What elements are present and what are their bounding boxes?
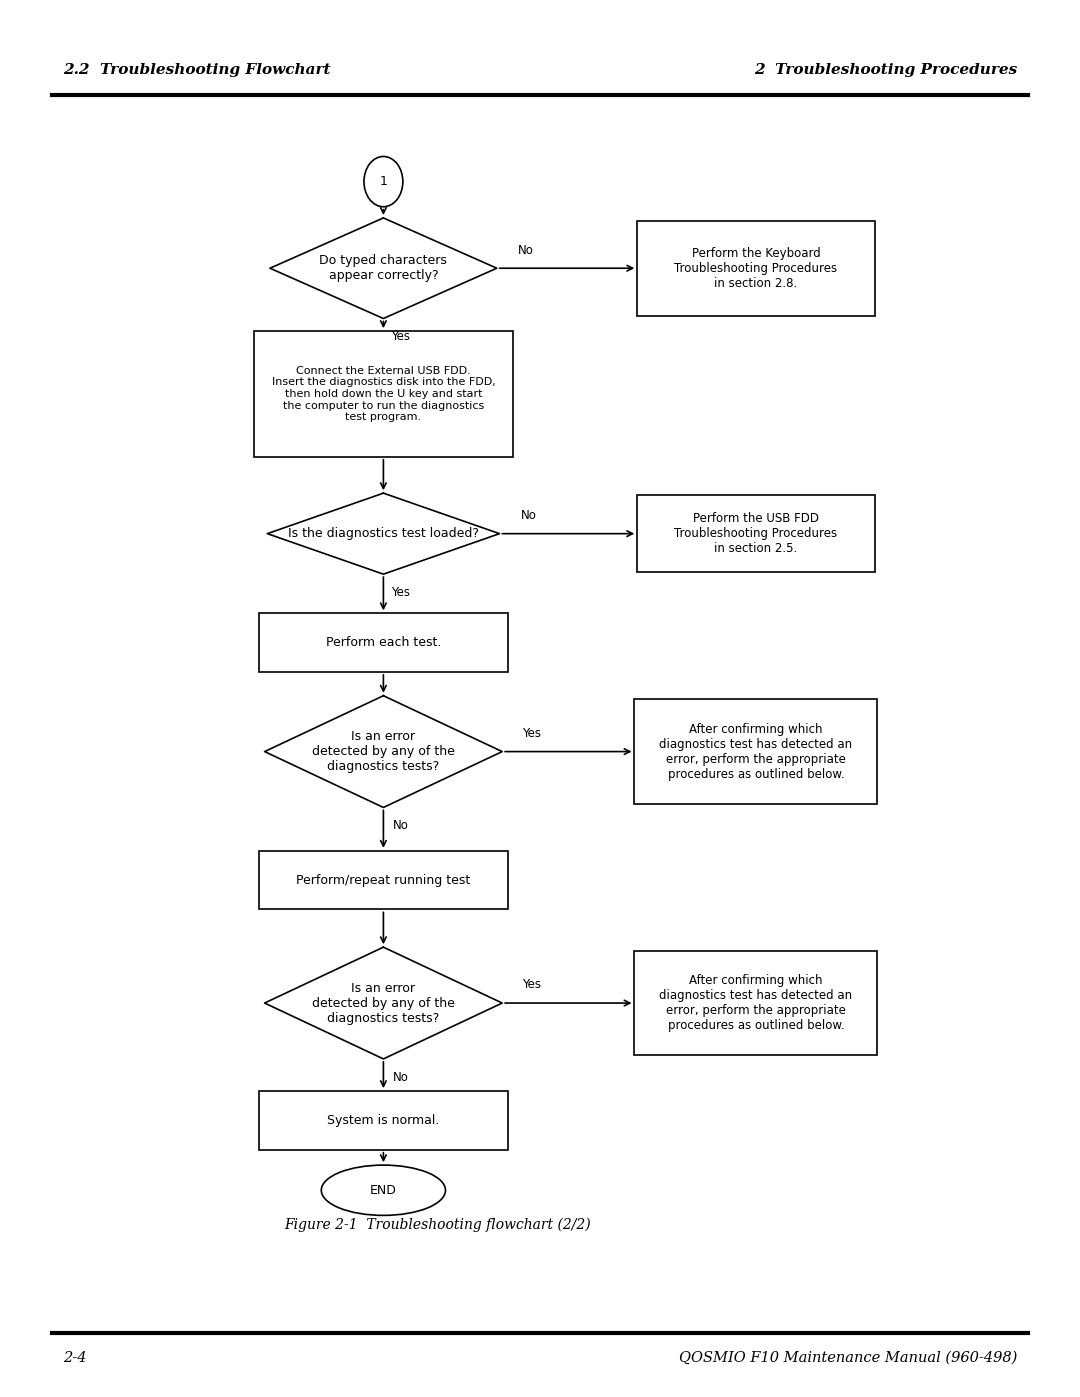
Text: 2-4: 2-4 [63,1351,86,1365]
Text: Perform each test.: Perform each test. [326,636,441,650]
Bar [259,851,508,909]
Text: QOSMIO F10 Maintenance Manual (960-498): QOSMIO F10 Maintenance Manual (960-498) [679,1351,1017,1365]
Bar [254,331,513,457]
Text: No: No [521,509,537,522]
Text: 2.2  Troubleshooting Flowchart: 2.2 Troubleshooting Flowchart [63,63,330,77]
Text: No: No [393,819,408,833]
Bar [259,1091,508,1150]
Bar [637,221,875,316]
Bar [634,698,877,803]
Text: Do typed characters
appear correctly?: Do typed characters appear correctly? [320,254,447,282]
Text: 1: 1 [379,175,388,189]
Text: Yes: Yes [522,978,541,992]
Text: Connect the External USB FDD.
Insert the diagnostics disk into the FDD,
then hol: Connect the External USB FDD. Insert the… [271,366,496,422]
Text: Yes: Yes [522,726,541,740]
Text: No: No [393,1070,408,1084]
Text: No: No [518,243,534,257]
Text: After confirming which
diagnostics test has detected an
error, perform the appro: After confirming which diagnostics test … [660,722,852,781]
Bar [259,613,508,672]
Text: After confirming which
diagnostics test has detected an
error, perform the appro: After confirming which diagnostics test … [660,974,852,1032]
Text: Perform the Keyboard
Troubleshooting Procedures
in section 2.8.: Perform the Keyboard Troubleshooting Pro… [674,247,838,289]
Text: 2  Troubleshooting Procedures: 2 Troubleshooting Procedures [754,63,1017,77]
Text: Is an error
detected by any of the
diagnostics tests?: Is an error detected by any of the diagn… [312,731,455,773]
Bar [637,496,875,573]
Text: Yes: Yes [391,330,410,344]
Text: Perform/repeat running test: Perform/repeat running test [296,873,471,887]
Text: END: END [370,1183,396,1197]
Text: System is normal.: System is normal. [327,1113,440,1127]
Text: Is an error
detected by any of the
diagnostics tests?: Is an error detected by any of the diagn… [312,982,455,1024]
Bar [634,951,877,1056]
Text: Yes: Yes [391,585,410,599]
Text: Is the diagnostics test loaded?: Is the diagnostics test loaded? [288,527,478,541]
Text: Figure 2-1  Troubleshooting flowchart (2/2): Figure 2-1 Troubleshooting flowchart (2/… [284,1218,591,1232]
Text: Perform the USB FDD
Troubleshooting Procedures
in section 2.5.: Perform the USB FDD Troubleshooting Proc… [674,513,838,555]
